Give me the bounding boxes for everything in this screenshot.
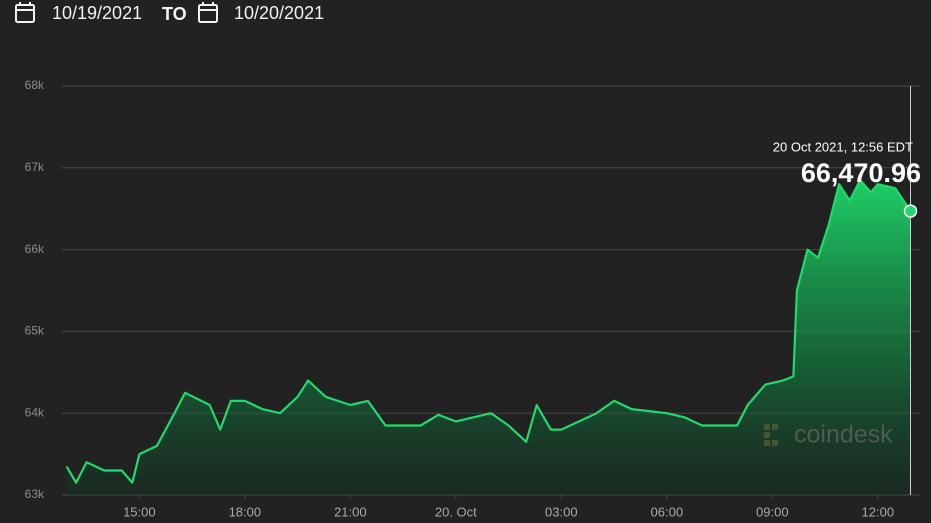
grid: 63k 64k 65k 66k 67k 68k 15:00 18:00 21:00 20. Oct…: [25, 78, 920, 519]
y-tick-label: 68k: [25, 78, 45, 92]
y-tick-label: 64k: [25, 405, 45, 419]
y-tick-label: 67k: [25, 160, 45, 174]
x-tick-label: 18:00: [229, 504, 262, 519]
watermark-logo: [764, 424, 778, 446]
overlay: 20 Oct 2021, 12:56 EDT 66,470.96: [773, 86, 921, 495]
x-tick-label: 12:00: [862, 504, 895, 519]
y-tick-label: 63k: [25, 487, 45, 501]
x-tick-label: 06:00: [651, 504, 684, 519]
x-tick-label: 09:00: [756, 504, 789, 519]
y-tick-label: 65k: [25, 324, 45, 338]
end-date[interactable]: 10/20/2021: [234, 3, 324, 23]
range-separator: TO: [162, 4, 187, 24]
start-date[interactable]: 10/19/2021: [52, 3, 142, 23]
area: [66, 180, 911, 495]
y-tick-label: 66k: [25, 242, 45, 256]
date-range: 10/19/2021 TO 10/20/2021: [15, 2, 324, 24]
x-tick-label: 03:00: [545, 504, 578, 519]
hover-point: [903, 204, 918, 218]
tooltip-value: 66,470.96: [801, 158, 921, 188]
price-line: [65, 179, 912, 484]
watermark: coindesk: [764, 421, 893, 449]
plot: [65, 179, 912, 495]
x-tick-label: 21:00: [334, 504, 367, 519]
calendar-icon[interactable]: [15, 2, 35, 23]
tooltip-date: 20 Oct 2021, 12:56 EDT: [773, 139, 913, 154]
x-tick-label: 15:00: [123, 504, 156, 519]
x-tick-label: 20. Oct: [435, 504, 477, 519]
calendar-icon[interactable]: [198, 2, 218, 23]
watermark-text: coindesk: [794, 421, 893, 449]
